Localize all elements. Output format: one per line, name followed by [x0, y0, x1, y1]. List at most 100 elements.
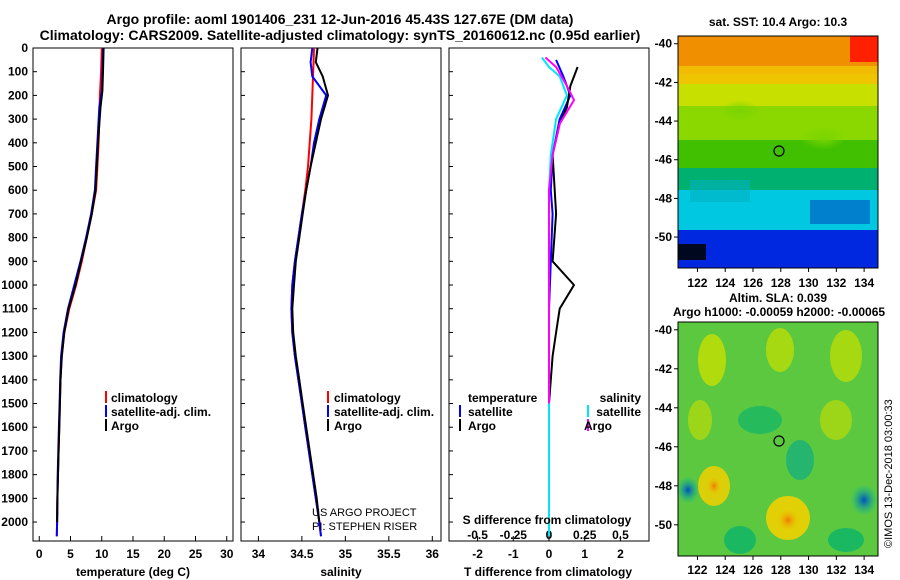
- map-x-tick-label: 122: [687, 276, 707, 290]
- map-y-tick-label: -48: [655, 479, 673, 493]
- s-diff-tick-label: 0.25: [573, 528, 597, 542]
- x-tick-label: -2: [472, 547, 483, 561]
- depth-tick-label: 100: [8, 65, 28, 79]
- x-tick-label: 0: [36, 547, 43, 561]
- temperature-plot-frame: [32, 47, 234, 542]
- map-y-tick-label: -50: [655, 518, 673, 532]
- x-tick-label: 15: [126, 547, 140, 561]
- map-y-tick-label: -44: [655, 114, 673, 128]
- difference-x-ticks: -2 -1 0 1 2: [472, 536, 624, 561]
- legend-label: satellite: [468, 405, 513, 419]
- s-diff-tick-label: 0.5: [612, 528, 629, 542]
- x-tick-label: 0: [546, 547, 553, 561]
- sst-map-x-ticks: 122 124 126 128 130 132 134: [687, 268, 874, 290]
- legend-label: Argo: [468, 419, 496, 433]
- map-x-tick-label: 124: [715, 276, 735, 290]
- series-line-temperature-argo: [548, 66, 579, 404]
- map-x-tick-label: 130: [799, 276, 819, 290]
- salinity-x-ticks: 34 34.5 35 35.5 36: [252, 536, 440, 561]
- map-y-tick-label: -46: [655, 440, 673, 454]
- depth-tick-label: 1200: [1, 325, 28, 339]
- map-x-tick-label: 126: [743, 276, 763, 290]
- legend-label: satellite-adj. clim.: [334, 405, 434, 419]
- depth-tick-label: 900: [8, 254, 28, 268]
- x-tick-label: 30: [220, 547, 234, 561]
- s-diff-tick-label: -0.5: [467, 528, 488, 542]
- sst-map: [677, 35, 879, 269]
- x-tick-label: 35.5: [377, 547, 401, 561]
- legend-label: Argo: [334, 419, 362, 433]
- map-y-tick-label: -46: [655, 153, 673, 167]
- x-tick-label: 1: [581, 547, 588, 561]
- map-y-tick-label: -42: [655, 362, 673, 376]
- series-line-climatology: [55, 48, 103, 537]
- s-diff-tick-label: -0.25: [500, 528, 528, 542]
- sla-map-y-ticks: -40 -42 -44 -46 -48 -50: [655, 323, 678, 532]
- x-tick-label: 5: [67, 547, 74, 561]
- sla-map-x-ticks: 122 124 126 128 130 132 134: [687, 556, 874, 577]
- depth-tick-label: 1600: [1, 420, 28, 434]
- salinity-legend: climatology satellite-adj. clim. Argo: [327, 391, 434, 433]
- map-x-tick-label: 122: [687, 563, 707, 577]
- legend-label: climatology: [334, 391, 401, 405]
- map-x-tick-label: 130: [799, 563, 819, 577]
- difference-series: [541, 56, 579, 537]
- float-location-marker: [773, 435, 785, 447]
- map-y-tick-label: -40: [655, 37, 673, 51]
- depth-tick-label: 1900: [1, 491, 28, 505]
- depth-tick-label: 1800: [1, 468, 28, 482]
- float-location-marker: [773, 145, 785, 157]
- x-tick-label: 20: [158, 547, 172, 561]
- x-tick-label: -1: [508, 547, 519, 561]
- legend-label: Argo: [111, 419, 139, 433]
- salinity-series: [290, 48, 329, 537]
- depth-tick-label: 200: [8, 88, 28, 102]
- map-x-tick-label: 132: [826, 563, 846, 577]
- map-x-tick-label: 134: [854, 563, 874, 577]
- map-y-tick-label: -48: [655, 191, 673, 205]
- series-line-argo: [291, 48, 329, 523]
- figure-title-line1: Argo profile: aoml 1901406_231 12-Jun-20…: [107, 11, 574, 27]
- temperature-x-ticks: 0 5 10 15 20 25 30: [36, 536, 234, 561]
- map-y-tick-label: -50: [655, 230, 673, 244]
- sla-map-title-line2: Argo h1000: -0.00059 h2000: -0.00065: [673, 305, 885, 319]
- series-line-salinity-argo: [544, 56, 575, 404]
- sst-map-title: sat. SST: 10.4 Argo: 10.3: [709, 15, 848, 29]
- depth-tick-label: 400: [8, 136, 28, 150]
- legend-temperature-heading: temperature: [468, 391, 538, 405]
- map-x-tick-label: 126: [743, 563, 763, 577]
- pi-watermark: PI: STEPHEN RISER: [312, 521, 417, 533]
- temperature-xlabel: temperature (deg C): [76, 565, 190, 579]
- series-line-satellite-adj-clim-: [55, 48, 104, 537]
- depth-tick-label: 1400: [1, 373, 28, 387]
- depth-axis: 0 100 200 300 400 500 600 700 800 900 1000 1100 1200…: [1, 41, 453, 529]
- map-x-tick-label: 128: [771, 276, 791, 290]
- series-line-climatology: [290, 48, 322, 537]
- x-tick-label: 2: [617, 547, 624, 561]
- depth-tick-label: 300: [8, 112, 28, 126]
- temperature-legend: climatology satellite-adj. clim. Argo: [105, 391, 211, 433]
- difference-legend: temperature satellite Argo salinity sate…: [459, 391, 641, 433]
- map-x-tick-label: 132: [826, 276, 846, 290]
- salinity-xlabel: salinity: [320, 565, 362, 579]
- depth-tick-label: 1500: [1, 397, 28, 411]
- sla-map: [676, 321, 879, 557]
- salinity-plot-frame: [240, 47, 442, 542]
- x-tick-label: 36: [426, 547, 440, 561]
- sst-map-y-ticks: -40 -42 -44 -46 -48 -50: [655, 37, 678, 244]
- depth-tick-label: 1300: [1, 349, 28, 363]
- project-watermark: US ARGO PROJECT: [312, 507, 417, 519]
- x-tick-label: 34.5: [290, 547, 314, 561]
- depth-tick-label: 1700: [1, 444, 28, 458]
- imos-credit: ©IMOS 13-Dec-2018 03:00:33: [883, 399, 895, 548]
- x-tick-label: 35: [339, 547, 353, 561]
- temperature-series: [55, 48, 105, 537]
- legend-label: climatology: [111, 391, 178, 405]
- difference-xlabel: T difference from climatology: [464, 565, 632, 579]
- x-tick-label: 25: [189, 547, 203, 561]
- depth-tick-label: 600: [8, 183, 28, 197]
- depth-tick-label: 1000: [1, 278, 28, 292]
- map-x-tick-label: 128: [771, 563, 791, 577]
- legend-label: satellite-adj. clim.: [111, 405, 211, 419]
